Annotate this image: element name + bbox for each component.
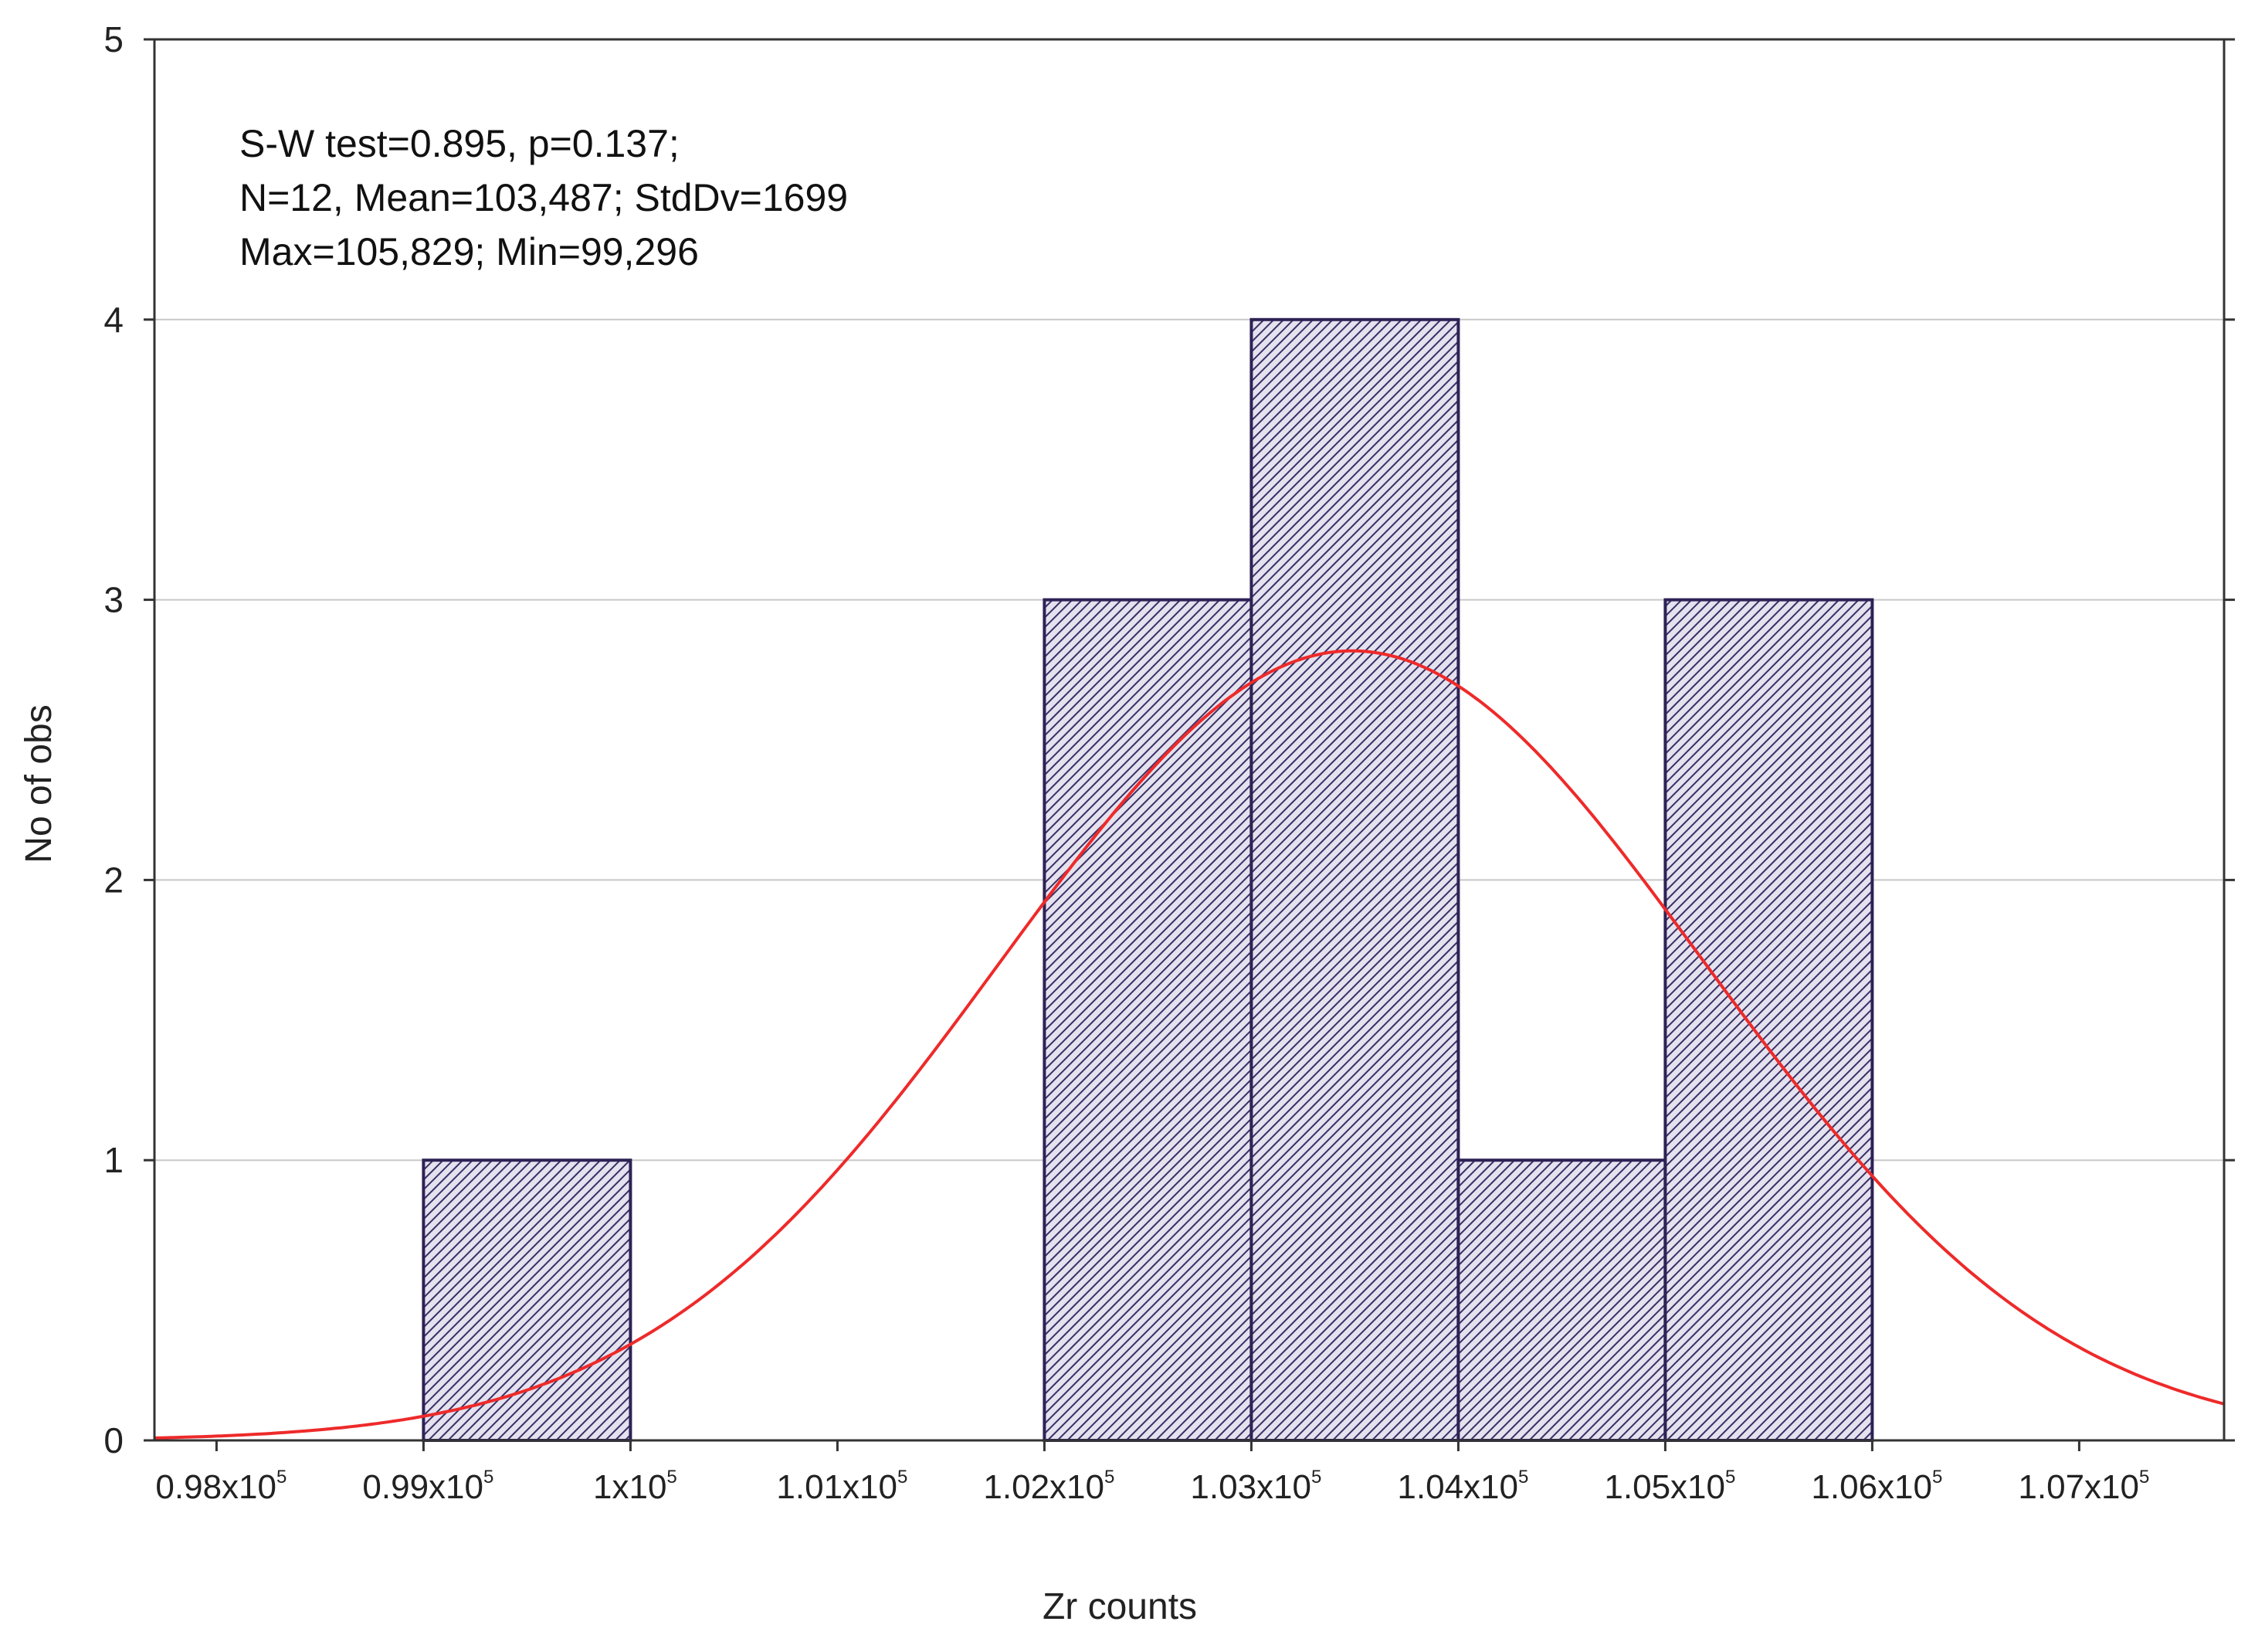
x-tick-label-mantissa: 1.01x10 <box>776 1468 897 1506</box>
x-tick-label-mantissa: 1.06x10 <box>1811 1468 1932 1506</box>
x-tick-label-3: 1.01x105 <box>776 1467 907 1506</box>
x-tick-label-2: 1x105 <box>593 1467 677 1506</box>
x-tick-label-exponent: 5 <box>1311 1467 1321 1487</box>
y-axis-tick-labels: 0 1 2 3 4 5 <box>103 19 124 1460</box>
annotation-line-3: Max=105,829; Min=99,296 <box>239 230 699 273</box>
plot-frame <box>153 38 2226 1442</box>
y-tick-label-4: 4 <box>103 300 124 340</box>
bar-4 <box>1249 317 1460 1442</box>
y-tick-label-0: 0 <box>103 1420 124 1460</box>
x-tick-label-mantissa: 1.03x10 <box>1190 1468 1311 1506</box>
x-tick-label-mantissa: 0.98x10 <box>155 1468 276 1506</box>
x-axis-tick-labels: 0.98x105 0.99x105 1x105 1.01x105 1.02x105 1.0… <box>155 1467 2149 1506</box>
bar-0 <box>422 1158 632 1442</box>
x-tick-label-4: 1.02x105 <box>983 1467 1114 1506</box>
x-tick-label-9: 1.07x105 <box>2018 1467 2149 1506</box>
y-tick-label-3: 3 <box>103 580 124 620</box>
bar-6 <box>1663 598 1874 1442</box>
y-tick-label-2: 2 <box>103 860 124 900</box>
x-tick-label-mantissa: 1.07x10 <box>2018 1468 2139 1506</box>
normal-fit-curve <box>154 649 2225 1440</box>
x-tick-label-mantissa: 1.04x10 <box>1397 1468 1518 1506</box>
y-axis-title: No of obs <box>19 704 59 863</box>
x-tick-label-exponent: 5 <box>276 1467 287 1487</box>
x-tick-label-mantissa: 1.05x10 <box>1604 1468 1725 1506</box>
x-tick-label-exponent: 5 <box>1518 1467 1528 1487</box>
x-tick-label-mantissa: 1.02x10 <box>983 1468 1104 1506</box>
axis-ticks <box>144 38 2235 1451</box>
annotation-line-2: N=12, Mean=103,487; StdDv=1699 <box>239 176 848 219</box>
x-tick-label-mantissa: 1x10 <box>593 1468 666 1506</box>
x-tick-label-8: 1.06x105 <box>1811 1467 1942 1506</box>
bar-3 <box>1043 598 1253 1442</box>
bar-5 <box>1456 1158 1667 1442</box>
x-tick-label-exponent: 5 <box>666 1467 676 1487</box>
x-tick-label-exponent: 5 <box>1104 1467 1114 1487</box>
x-tick-label-exponent: 5 <box>897 1467 907 1487</box>
y-tick-label-5: 5 <box>103 19 124 59</box>
x-tick-label-5: 1.03x105 <box>1190 1467 1321 1506</box>
x-tick-label-exponent: 5 <box>1932 1467 1942 1487</box>
x-axis-title: Zr counts <box>1043 1586 1197 1627</box>
annotation-line-1: S-W test=0.895, p=0.137; <box>239 122 680 165</box>
x-tick-label-exponent: 5 <box>483 1467 493 1487</box>
stats-annotation: S-W test=0.895, p=0.137; N=12, Mean=103,… <box>239 122 848 273</box>
x-tick-label-1: 0.99x105 <box>362 1467 493 1506</box>
y-tick-label-1: 1 <box>103 1140 124 1180</box>
x-tick-label-0: 0.98x105 <box>155 1467 287 1506</box>
x-tick-label-exponent: 5 <box>2139 1467 2149 1487</box>
x-tick-label-exponent: 5 <box>1725 1467 1735 1487</box>
x-tick-label-7: 1.05x105 <box>1604 1467 1735 1506</box>
x-tick-label-6: 1.04x105 <box>1397 1467 1528 1506</box>
x-tick-label-mantissa: 0.99x10 <box>362 1468 483 1506</box>
